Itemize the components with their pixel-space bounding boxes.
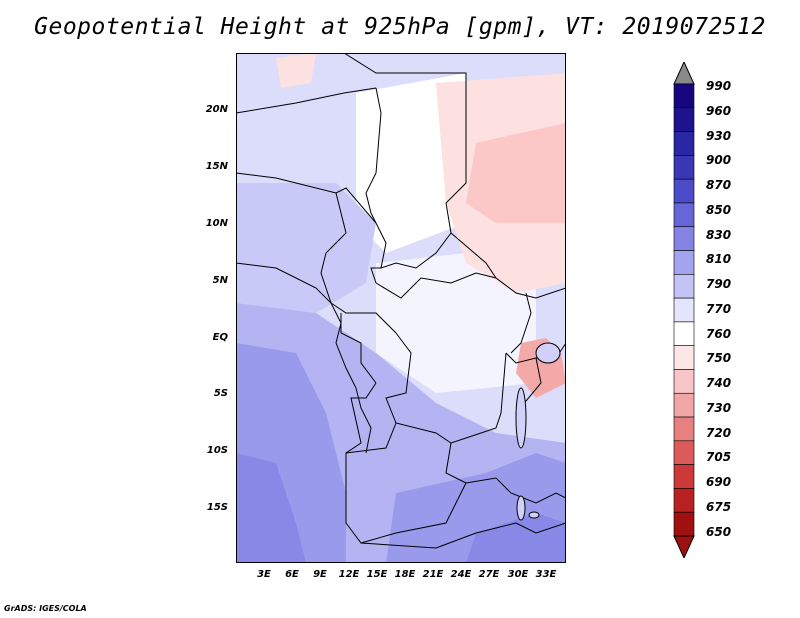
colorbar-swatch bbox=[673, 511, 695, 537]
colorbar-swatch bbox=[673, 297, 695, 323]
colorbar-swatch bbox=[673, 250, 695, 275]
map-border bbox=[236, 53, 566, 563]
lon-label: 12E bbox=[338, 569, 360, 580]
colorbar-label: 930 bbox=[706, 129, 732, 143]
colorbar-swatch bbox=[673, 416, 695, 442]
field-region-white-center bbox=[376, 253, 536, 393]
lat-label: 15N bbox=[205, 161, 228, 172]
colorbar-label: 760 bbox=[706, 327, 732, 341]
colorbar-swatch bbox=[673, 488, 695, 513]
lat-label: 5S bbox=[213, 388, 228, 399]
colorbar-top-arrow bbox=[673, 62, 695, 85]
colorbar-swatch bbox=[673, 155, 695, 180]
grads-credit: GrADS: IGES/COLA bbox=[4, 604, 87, 613]
lat-label: 10S bbox=[206, 445, 228, 456]
colorbar-bottom-arrow bbox=[673, 535, 695, 558]
lat-label: 20N bbox=[205, 104, 228, 115]
colorbar-label: 770 bbox=[706, 302, 732, 316]
lat-label: EQ bbox=[212, 332, 228, 343]
lon-label: 33E bbox=[535, 569, 557, 580]
colorbar-label: 690 bbox=[706, 475, 732, 489]
lon-label: 24E bbox=[450, 569, 472, 580]
colorbar-label: 720 bbox=[706, 426, 732, 440]
colorbar bbox=[673, 62, 695, 558]
colorbar-label: 850 bbox=[706, 203, 732, 217]
colorbar-swatch bbox=[673, 131, 695, 156]
colorbar-label: 900 bbox=[706, 153, 732, 167]
field-region-blue-darker-se bbox=[466, 513, 566, 563]
coastline bbox=[236, 262, 372, 454]
colorbar-label: 870 bbox=[706, 178, 732, 192]
colorbar-swatch bbox=[673, 392, 695, 418]
colorbar-swatch bbox=[673, 83, 695, 109]
lon-label: 27E bbox=[478, 569, 500, 580]
colorbar-label: 750 bbox=[706, 351, 732, 365]
colorbar-label: 650 bbox=[706, 525, 732, 539]
lat-label: 5N bbox=[212, 275, 228, 286]
lon-label: 3E bbox=[257, 569, 271, 580]
colorbar-swatches bbox=[673, 83, 695, 537]
colorbar-swatch bbox=[673, 440, 695, 465]
lat-label: 15S bbox=[206, 502, 228, 513]
colorbar-label: 675 bbox=[706, 500, 732, 514]
colorbar-label: 730 bbox=[706, 401, 732, 415]
colorbar-swatch bbox=[673, 274, 695, 299]
colorbar-swatch bbox=[673, 321, 695, 346]
colorbar-swatch bbox=[673, 178, 695, 204]
lon-label: 9E bbox=[313, 569, 327, 580]
colorbar-swatch bbox=[673, 107, 695, 132]
field-region-pink-core bbox=[466, 123, 566, 223]
colorbar-label: 960 bbox=[706, 104, 732, 118]
lon-label: 30E bbox=[507, 569, 529, 580]
colorbar-swatch bbox=[673, 202, 695, 228]
colorbar-label: 705 bbox=[706, 450, 732, 464]
colorbar-label: 830 bbox=[706, 228, 732, 242]
lakes bbox=[515, 342, 561, 521]
lat-label: 10N bbox=[205, 218, 228, 229]
lon-label: 15E bbox=[366, 569, 388, 580]
colorbar-swatch bbox=[673, 369, 695, 394]
chart-title: Geopotential Height at 925hPa [gpm], VT:… bbox=[34, 14, 766, 40]
lon-label: 21E bbox=[422, 569, 444, 580]
colorbar-swatch bbox=[673, 464, 695, 489]
colorbar-swatch bbox=[673, 345, 695, 370]
field-region-blue-light-west bbox=[236, 183, 376, 313]
map-panel bbox=[236, 53, 566, 563]
lon-label: 18E bbox=[394, 569, 416, 580]
colorbar-label: 990 bbox=[706, 79, 732, 93]
lon-label: 6E bbox=[285, 569, 299, 580]
field-region-white-north bbox=[356, 73, 466, 253]
field-region-blue-darker-corner bbox=[236, 453, 306, 563]
colorbar-label: 740 bbox=[706, 376, 732, 390]
colorbar-label: 810 bbox=[706, 252, 732, 266]
colorbar-label: 790 bbox=[706, 277, 732, 291]
colorbar-swatch bbox=[673, 226, 695, 251]
field-region-pink-north bbox=[276, 53, 316, 88]
